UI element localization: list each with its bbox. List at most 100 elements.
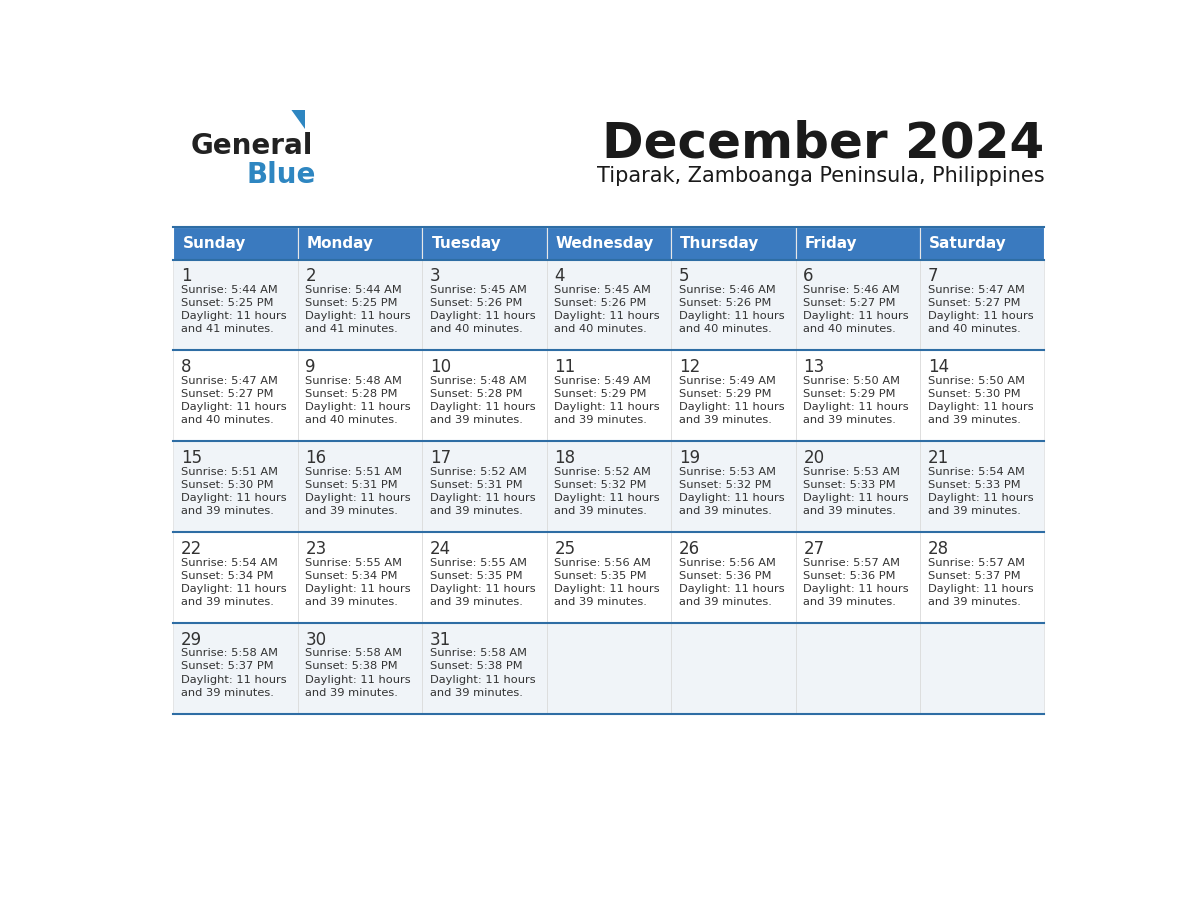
Text: and 39 minutes.: and 39 minutes. [803, 415, 896, 425]
Bar [298, 351, 422, 442]
Text: Daylight: 11 hours: Daylight: 11 hours [430, 675, 536, 685]
Text: Sunrise: 5:54 AM: Sunrise: 5:54 AM [928, 466, 1024, 476]
Text: Sunrise: 5:55 AM: Sunrise: 5:55 AM [305, 557, 403, 567]
Text: Sunset: 5:29 PM: Sunset: 5:29 PM [555, 389, 647, 399]
Text: Sunrise: 5:51 AM: Sunrise: 5:51 AM [305, 466, 403, 476]
Bar [298, 532, 422, 623]
Bar [920, 227, 1044, 260]
Text: Sunrise: 5:53 AM: Sunrise: 5:53 AM [803, 466, 901, 476]
Text: 10: 10 [430, 358, 451, 376]
Bar [422, 260, 546, 351]
Text: 9: 9 [305, 358, 316, 376]
Text: Daylight: 11 hours: Daylight: 11 hours [928, 493, 1034, 503]
Bar [298, 260, 422, 351]
Text: Sunset: 5:35 PM: Sunset: 5:35 PM [430, 571, 523, 580]
Text: 31: 31 [430, 631, 451, 649]
Text: Sunrise: 5:48 AM: Sunrise: 5:48 AM [305, 375, 403, 386]
Bar [920, 442, 1044, 532]
Bar [796, 532, 920, 623]
Text: and 39 minutes.: and 39 minutes. [181, 506, 274, 516]
Bar [173, 260, 298, 351]
Bar [671, 260, 796, 351]
Text: and 40 minutes.: and 40 minutes. [305, 415, 398, 425]
Bar [920, 532, 1044, 623]
Text: Sunset: 5:25 PM: Sunset: 5:25 PM [181, 298, 273, 308]
Text: and 39 minutes.: and 39 minutes. [678, 506, 772, 516]
Text: Daylight: 11 hours: Daylight: 11 hours [678, 311, 784, 321]
Text: and 39 minutes.: and 39 minutes. [555, 597, 647, 607]
Bar [546, 351, 671, 442]
Text: and 40 minutes.: and 40 minutes. [555, 324, 647, 334]
Text: and 39 minutes.: and 39 minutes. [678, 597, 772, 607]
Text: Daylight: 11 hours: Daylight: 11 hours [803, 493, 909, 503]
Text: Sunrise: 5:54 AM: Sunrise: 5:54 AM [181, 557, 278, 567]
Text: Sunrise: 5:47 AM: Sunrise: 5:47 AM [181, 375, 278, 386]
Text: and 40 minutes.: and 40 minutes. [678, 324, 771, 334]
Text: and 39 minutes.: and 39 minutes. [430, 415, 523, 425]
Text: and 39 minutes.: and 39 minutes. [928, 597, 1020, 607]
Bar [173, 532, 298, 623]
Bar [546, 623, 671, 714]
Text: 26: 26 [678, 540, 700, 558]
Text: Sunset: 5:28 PM: Sunset: 5:28 PM [305, 389, 398, 399]
Text: 14: 14 [928, 358, 949, 376]
Text: Sunset: 5:35 PM: Sunset: 5:35 PM [555, 571, 647, 580]
Text: Sunset: 5:25 PM: Sunset: 5:25 PM [305, 298, 398, 308]
Text: Sunset: 5:26 PM: Sunset: 5:26 PM [678, 298, 771, 308]
Text: Daylight: 11 hours: Daylight: 11 hours [555, 311, 661, 321]
Text: Sunset: 5:34 PM: Sunset: 5:34 PM [305, 571, 398, 580]
Text: Sunrise: 5:46 AM: Sunrise: 5:46 AM [803, 285, 901, 295]
Bar [671, 623, 796, 714]
Text: Sunrise: 5:52 AM: Sunrise: 5:52 AM [555, 466, 651, 476]
Bar [173, 623, 298, 714]
Text: and 39 minutes.: and 39 minutes. [181, 597, 274, 607]
Text: 6: 6 [803, 267, 814, 285]
Text: and 39 minutes.: and 39 minutes. [430, 597, 523, 607]
Text: December 2024: December 2024 [602, 119, 1044, 167]
Text: Sunrise: 5:44 AM: Sunrise: 5:44 AM [181, 285, 278, 295]
Bar [671, 227, 796, 260]
Text: Sunrise: 5:47 AM: Sunrise: 5:47 AM [928, 285, 1024, 295]
Bar [173, 442, 298, 532]
Text: Daylight: 11 hours: Daylight: 11 hours [678, 584, 784, 594]
Text: Daylight: 11 hours: Daylight: 11 hours [181, 402, 286, 412]
Text: Sunrise: 5:50 AM: Sunrise: 5:50 AM [928, 375, 1025, 386]
Text: Sunset: 5:32 PM: Sunset: 5:32 PM [555, 480, 647, 490]
Bar [298, 442, 422, 532]
Text: and 39 minutes.: and 39 minutes. [305, 506, 398, 516]
Text: Daylight: 11 hours: Daylight: 11 hours [181, 311, 286, 321]
Text: 21: 21 [928, 449, 949, 467]
Text: General: General [191, 131, 314, 160]
Text: Sunrise: 5:58 AM: Sunrise: 5:58 AM [181, 648, 278, 658]
Text: 11: 11 [555, 358, 576, 376]
Text: Daylight: 11 hours: Daylight: 11 hours [555, 584, 661, 594]
Text: 29: 29 [181, 631, 202, 649]
Text: and 39 minutes.: and 39 minutes. [555, 506, 647, 516]
Text: Sunrise: 5:56 AM: Sunrise: 5:56 AM [555, 557, 651, 567]
Text: and 41 minutes.: and 41 minutes. [305, 324, 398, 334]
Text: Daylight: 11 hours: Daylight: 11 hours [555, 493, 661, 503]
Text: 7: 7 [928, 267, 939, 285]
Text: Daylight: 11 hours: Daylight: 11 hours [555, 402, 661, 412]
Bar [422, 351, 546, 442]
Text: Daylight: 11 hours: Daylight: 11 hours [803, 311, 909, 321]
Text: Sunset: 5:30 PM: Sunset: 5:30 PM [928, 389, 1020, 399]
Text: 8: 8 [181, 358, 191, 376]
Bar [546, 260, 671, 351]
Text: Friday: Friday [804, 236, 858, 251]
Text: Sunrise: 5:58 AM: Sunrise: 5:58 AM [305, 648, 403, 658]
Text: Sunset: 5:27 PM: Sunset: 5:27 PM [181, 389, 273, 399]
Text: 24: 24 [430, 540, 451, 558]
Text: Daylight: 11 hours: Daylight: 11 hours [678, 493, 784, 503]
Bar [671, 351, 796, 442]
Text: Sunset: 5:26 PM: Sunset: 5:26 PM [555, 298, 646, 308]
Text: and 40 minutes.: and 40 minutes. [803, 324, 896, 334]
Text: Sunset: 5:34 PM: Sunset: 5:34 PM [181, 571, 273, 580]
Text: 3: 3 [430, 267, 441, 285]
Text: Sunrise: 5:53 AM: Sunrise: 5:53 AM [678, 466, 776, 476]
Text: Sunrise: 5:44 AM: Sunrise: 5:44 AM [305, 285, 403, 295]
Text: Blue: Blue [247, 161, 316, 189]
Text: 27: 27 [803, 540, 824, 558]
Text: 18: 18 [555, 449, 575, 467]
Text: and 39 minutes.: and 39 minutes. [305, 597, 398, 607]
